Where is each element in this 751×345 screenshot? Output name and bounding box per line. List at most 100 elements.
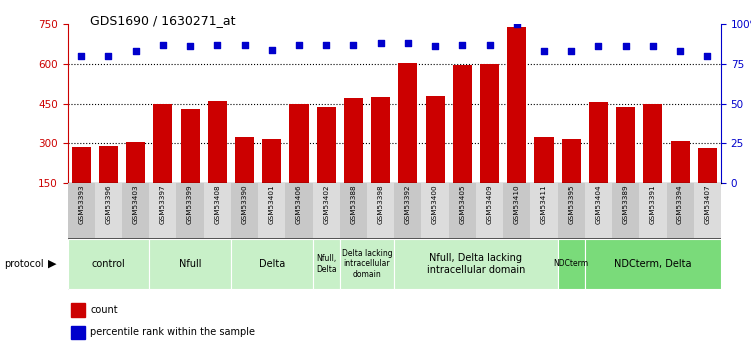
Bar	[339, 239, 394, 289]
Text: GSM53408: GSM53408	[214, 185, 220, 224]
Bar	[639, 183, 667, 238]
Point	[484, 42, 496, 48]
Bar	[235, 137, 254, 223]
Bar	[398, 62, 418, 223]
Text: GSM53407: GSM53407	[704, 185, 710, 224]
Point	[211, 42, 223, 48]
Bar	[671, 140, 689, 223]
Bar	[453, 65, 472, 223]
Bar	[99, 146, 118, 223]
Point	[511, 21, 523, 27]
Bar	[394, 239, 557, 289]
Text: GSM53396: GSM53396	[105, 185, 111, 224]
Bar	[694, 183, 721, 238]
Bar	[535, 137, 553, 223]
Text: Delta: Delta	[258, 259, 285, 269]
Text: GSM53388: GSM53388	[351, 185, 357, 224]
Text: GSM53392: GSM53392	[405, 185, 411, 224]
Point	[593, 43, 605, 49]
Text: NDCterm, Delta: NDCterm, Delta	[614, 259, 692, 269]
Text: GSM53391: GSM53391	[650, 185, 656, 224]
Text: GSM53389: GSM53389	[623, 185, 629, 224]
Bar	[126, 142, 145, 223]
Bar	[149, 239, 231, 289]
Text: GSM53394: GSM53394	[677, 185, 683, 224]
Bar	[612, 183, 639, 238]
Bar	[426, 96, 445, 223]
Bar	[71, 304, 85, 317]
Text: ▶: ▶	[48, 259, 56, 269]
Bar	[285, 183, 312, 238]
Point	[130, 48, 142, 54]
Bar	[176, 183, 204, 238]
Bar	[231, 183, 258, 238]
Bar	[371, 97, 391, 223]
Bar	[503, 183, 530, 238]
Point	[375, 40, 387, 46]
Bar	[644, 104, 662, 223]
Text: protocol: protocol	[4, 259, 44, 269]
Bar	[204, 183, 231, 238]
Bar	[562, 139, 581, 223]
Bar	[312, 239, 339, 289]
Bar	[231, 239, 312, 289]
Point	[647, 43, 659, 49]
Bar	[312, 183, 339, 238]
Text: GSM53402: GSM53402	[323, 185, 329, 224]
Bar	[698, 148, 717, 223]
Text: GDS1690 / 1630271_at: GDS1690 / 1630271_at	[90, 14, 236, 27]
Text: GSM53410: GSM53410	[514, 185, 520, 224]
Bar	[530, 183, 557, 238]
Text: Nfull: Nfull	[179, 259, 201, 269]
Text: GSM53404: GSM53404	[596, 185, 602, 224]
Bar	[149, 183, 176, 238]
Text: GSM53390: GSM53390	[242, 185, 248, 224]
Bar	[476, 183, 503, 238]
Point	[320, 42, 332, 48]
Bar	[589, 102, 608, 223]
Text: GSM53405: GSM53405	[460, 185, 466, 224]
Text: Nfull,
Delta: Nfull, Delta	[316, 254, 336, 274]
Bar	[666, 183, 694, 238]
Bar	[449, 183, 476, 238]
Bar	[394, 183, 421, 238]
Bar	[289, 104, 309, 223]
Text: GSM53393: GSM53393	[78, 185, 84, 224]
Bar	[344, 98, 363, 223]
Text: GSM53395: GSM53395	[569, 185, 575, 224]
Bar	[95, 183, 122, 238]
Bar	[68, 239, 149, 289]
Bar	[122, 183, 149, 238]
Point	[620, 43, 632, 49]
Bar	[71, 147, 91, 223]
Bar	[367, 183, 394, 238]
Text: NDCterm: NDCterm	[553, 259, 589, 268]
Bar	[421, 183, 449, 238]
Bar	[557, 239, 585, 289]
Point	[402, 40, 414, 46]
Point	[429, 43, 441, 49]
Text: GSM53397: GSM53397	[160, 185, 166, 224]
Text: Delta lacking
intracellular
domain: Delta lacking intracellular domain	[342, 249, 392, 279]
Point	[457, 42, 469, 48]
Bar	[339, 183, 367, 238]
Bar	[71, 326, 85, 339]
Bar	[585, 183, 612, 238]
Bar	[208, 101, 227, 223]
Text: percentile rank within the sample: percentile rank within the sample	[90, 327, 255, 337]
Point	[293, 42, 305, 48]
Text: GSM53401: GSM53401	[269, 185, 275, 224]
Bar	[258, 183, 285, 238]
Point	[239, 42, 251, 48]
Bar	[180, 109, 200, 223]
Point	[184, 43, 196, 49]
Point	[266, 47, 278, 52]
Text: GSM53399: GSM53399	[187, 185, 193, 224]
Bar	[616, 108, 635, 223]
Bar	[480, 64, 499, 223]
Bar	[153, 104, 173, 223]
Point	[348, 42, 360, 48]
Point	[538, 48, 550, 54]
Point	[102, 53, 114, 59]
Point	[75, 53, 87, 59]
